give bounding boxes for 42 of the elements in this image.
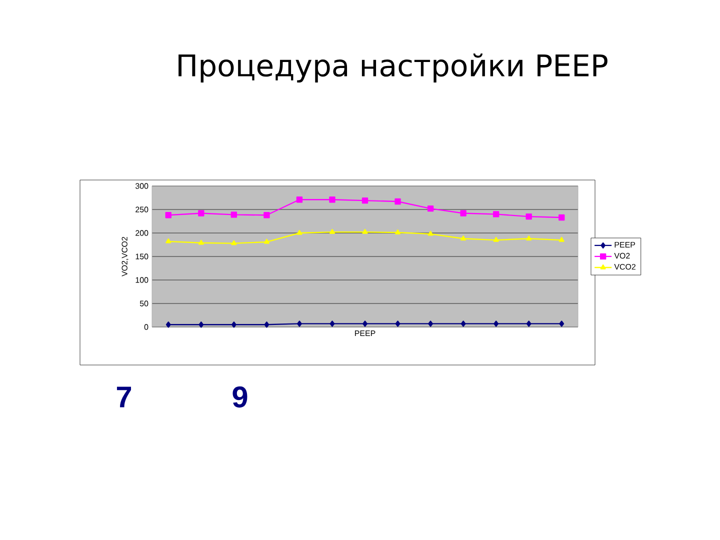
point (559, 320, 564, 327)
text: 7 (116, 386, 132, 408)
point (198, 240, 204, 245)
point (297, 320, 302, 327)
point (428, 320, 434, 327)
point (231, 240, 237, 246)
point (494, 320, 499, 327)
point (329, 196, 336, 203)
point (526, 236, 532, 240)
point (492, 211, 500, 218)
point (526, 320, 532, 327)
point (460, 236, 466, 240)
point (427, 205, 434, 212)
point (264, 238, 270, 244)
point (165, 212, 172, 218)
point (296, 196, 303, 203)
point (166, 238, 172, 244)
point (395, 320, 400, 327)
point (394, 198, 401, 205)
text: 9 (232, 386, 248, 408)
point (330, 320, 335, 327)
point (198, 210, 204, 216)
chart-title: Процедура настройки PEEP (178, 54, 608, 82)
point (362, 320, 368, 327)
point (526, 213, 532, 220)
point (493, 236, 499, 242)
point (329, 228, 335, 234)
point (460, 210, 466, 216)
point (166, 322, 171, 328)
point (558, 236, 564, 242)
point (558, 214, 565, 221)
point (198, 322, 204, 328)
point (264, 322, 270, 328)
point (428, 230, 434, 236)
point (264, 212, 270, 218)
point (395, 229, 401, 234)
point (362, 228, 368, 234)
point (460, 320, 466, 327)
point (230, 212, 238, 218)
point (296, 230, 302, 235)
point (231, 322, 236, 328)
point (362, 197, 368, 204)
